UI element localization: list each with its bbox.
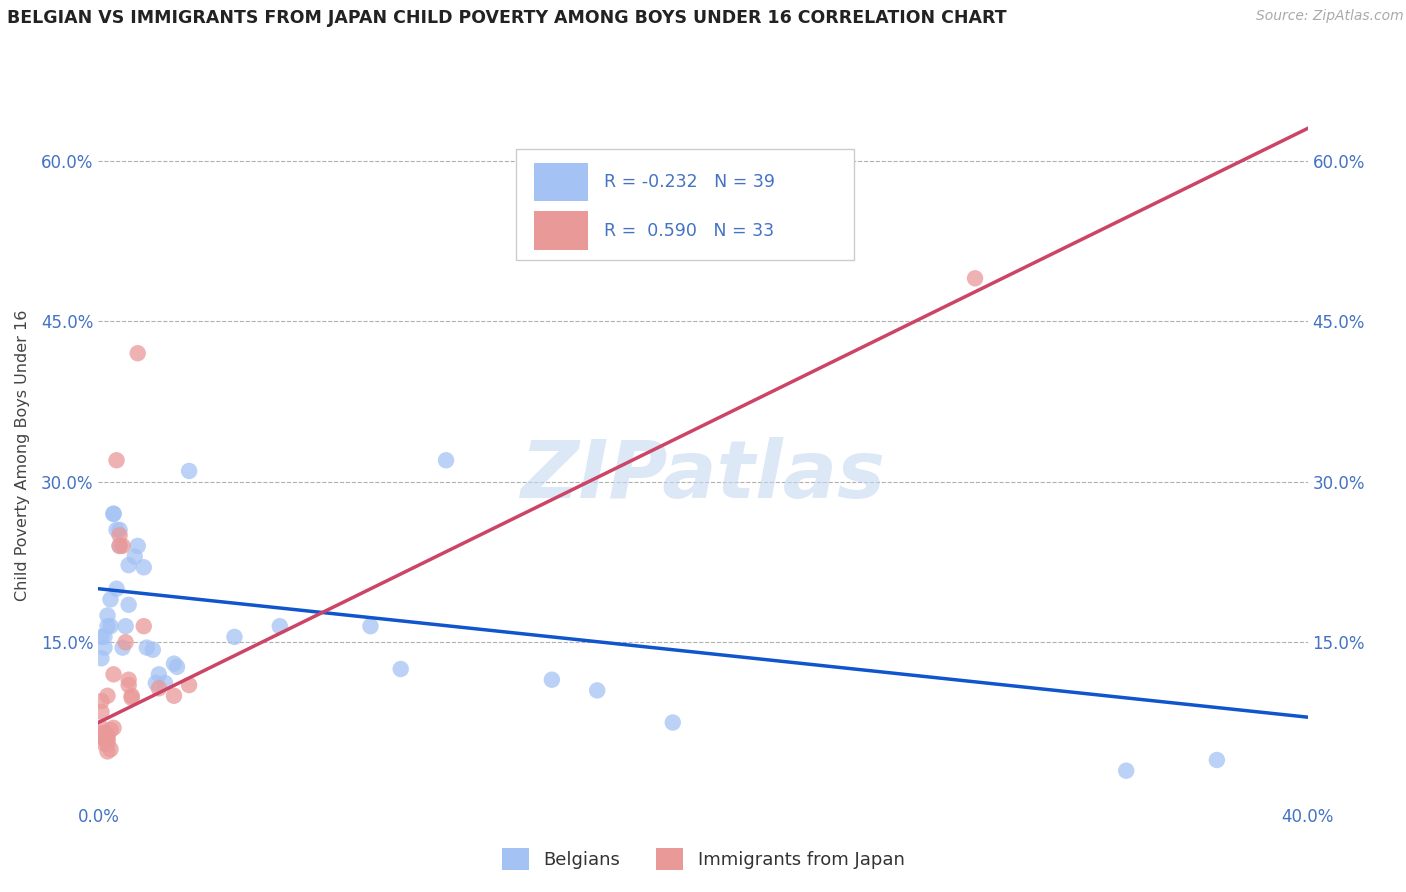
Point [90,630,112,644]
Point [163,689,186,703]
Point [145,676,167,690]
Point [124,549,146,564]
Point [93,731,115,746]
Point [586,683,609,698]
FancyBboxPatch shape [534,162,588,201]
Point [100,619,122,633]
Point [93,731,115,746]
Point [1206,753,1229,767]
Point [103,507,125,521]
Text: BELGIAN VS IMMIGRANTS FROM JAPAN CHILD POVERTY AMONG BOYS UNDER 16 CORRELATION C: BELGIAN VS IMMIGRANTS FROM JAPAN CHILD P… [7,9,1007,27]
Point [142,642,165,657]
Point [114,619,136,633]
Point [135,640,157,655]
Point [662,715,685,730]
Point [93,737,115,751]
Point [360,619,382,633]
Point [103,721,125,735]
Point [118,673,141,687]
Point [105,523,128,537]
Point [389,662,412,676]
Point [108,528,131,542]
Point [153,676,176,690]
Point [148,681,170,696]
Point [148,667,170,681]
FancyBboxPatch shape [534,211,588,250]
Point [105,453,128,467]
Point [1115,764,1137,778]
FancyBboxPatch shape [516,149,855,260]
Point [96,737,118,751]
Point [965,271,987,285]
Point [127,346,149,360]
Point [93,630,115,644]
Point [111,640,134,655]
Point [103,507,125,521]
Point [118,598,141,612]
Text: ZIPatlas: ZIPatlas [520,437,886,515]
Point [93,726,115,740]
Point [127,539,149,553]
Point [108,539,131,553]
Point [105,582,128,596]
Point [121,690,143,705]
Point [224,630,246,644]
Point [179,464,201,478]
Point [434,453,457,467]
Point [90,726,112,740]
Point [96,728,118,742]
Legend: Belgians, Immigrants from Japan: Belgians, Immigrants from Japan [495,841,911,877]
Point [96,608,118,623]
Point [121,689,143,703]
Point [93,640,115,655]
Point [118,558,141,573]
Point [108,523,131,537]
Point [100,723,122,737]
Point [96,619,118,633]
Point [90,705,112,719]
Point [96,731,118,746]
Point [100,592,122,607]
Text: R =  0.590   N = 33: R = 0.590 N = 33 [603,222,773,240]
Point [179,678,201,692]
Point [132,619,155,633]
Point [163,657,186,671]
Y-axis label: Child Poverty Among Boys Under 16: Child Poverty Among Boys Under 16 [15,310,30,600]
Point [96,733,118,747]
Point [103,667,125,681]
Point [90,721,112,735]
Point [90,694,112,708]
Point [540,673,562,687]
Point [108,539,131,553]
Text: R = -0.232   N = 39: R = -0.232 N = 39 [603,173,775,191]
Point [100,742,122,756]
Point [132,560,155,574]
Point [118,678,141,692]
Text: Source: ZipAtlas.com: Source: ZipAtlas.com [1256,9,1403,23]
Point [90,651,112,665]
Point [269,619,291,633]
Point [166,660,188,674]
Point [96,689,118,703]
Point [111,539,134,553]
Point [96,744,118,758]
Point [114,635,136,649]
